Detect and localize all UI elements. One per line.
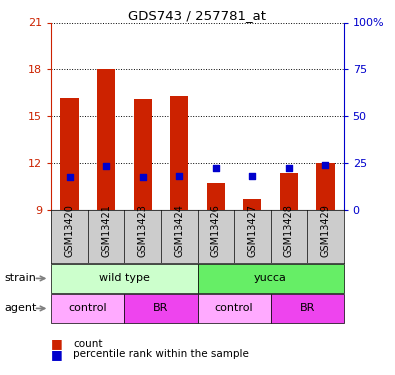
Text: BR: BR	[153, 303, 169, 313]
Point	[286, 165, 292, 171]
Bar	[134, 99, 152, 210]
Point	[213, 165, 219, 171]
Point	[66, 174, 73, 180]
Text: ■: ■	[51, 338, 63, 350]
Bar	[60, 98, 79, 210]
Text: control: control	[215, 303, 253, 313]
Point	[322, 162, 329, 168]
Bar	[316, 163, 335, 210]
Text: ■: ■	[51, 348, 63, 361]
Bar	[207, 183, 225, 210]
Text: GDS743 / 257781_at: GDS743 / 257781_at	[128, 9, 267, 22]
Bar	[280, 172, 298, 210]
Text: strain: strain	[4, 273, 36, 284]
Text: count: count	[73, 339, 103, 349]
Text: agent: agent	[4, 303, 36, 313]
Bar	[170, 96, 188, 210]
Bar	[243, 199, 261, 210]
Text: control: control	[69, 303, 107, 313]
Text: percentile rank within the sample: percentile rank within the sample	[73, 350, 249, 359]
Text: BR: BR	[299, 303, 315, 313]
Text: wild type: wild type	[99, 273, 150, 284]
Point	[176, 172, 182, 179]
Point	[103, 164, 109, 170]
Point	[139, 174, 146, 180]
Point	[249, 172, 256, 179]
Text: yucca: yucca	[254, 273, 287, 284]
Bar	[97, 69, 115, 210]
